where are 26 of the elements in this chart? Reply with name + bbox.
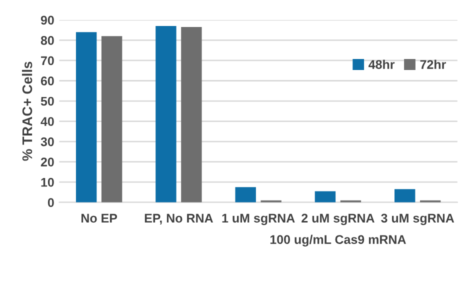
y-axis-title: % TRAC+ Cells bbox=[22, 62, 32, 161]
bar bbox=[76, 32, 97, 202]
bar bbox=[156, 26, 176, 202]
x-tick-label: 1 uM sgRNA bbox=[222, 214, 295, 226]
x-tick-label: 2 uM sgRNA bbox=[302, 214, 374, 226]
bar bbox=[181, 27, 202, 202]
y-tick-label: 70 bbox=[41, 56, 54, 66]
y-tick-label: 40 bbox=[40, 117, 54, 126]
x-tick-label: No EP bbox=[81, 214, 118, 223]
y-tick-label: 0 bbox=[48, 198, 54, 207]
y-tick-label: 90 bbox=[40, 16, 54, 25]
bar bbox=[235, 187, 256, 202]
y-tick-label: 10 bbox=[41, 178, 54, 187]
bar bbox=[394, 189, 416, 202]
y-tick-label: 20 bbox=[40, 158, 54, 166]
bar bbox=[101, 36, 122, 202]
bar bbox=[314, 191, 336, 202]
y-tick-label: 80 bbox=[40, 36, 54, 45]
legend-label: 48hr bbox=[368, 60, 395, 69]
legend-label: 72hr bbox=[420, 60, 446, 69]
y-tick-label: 30 bbox=[40, 137, 54, 146]
x-tick-label: 3 uM sgRNA bbox=[381, 214, 454, 226]
y-tick-label: 60 bbox=[40, 76, 54, 86]
text: 100 ug/mL Cas9 mRNA bbox=[270, 234, 406, 247]
y-tick-label: 50 bbox=[40, 96, 54, 106]
x-tick-label: EP, No RNA bbox=[144, 214, 213, 224]
